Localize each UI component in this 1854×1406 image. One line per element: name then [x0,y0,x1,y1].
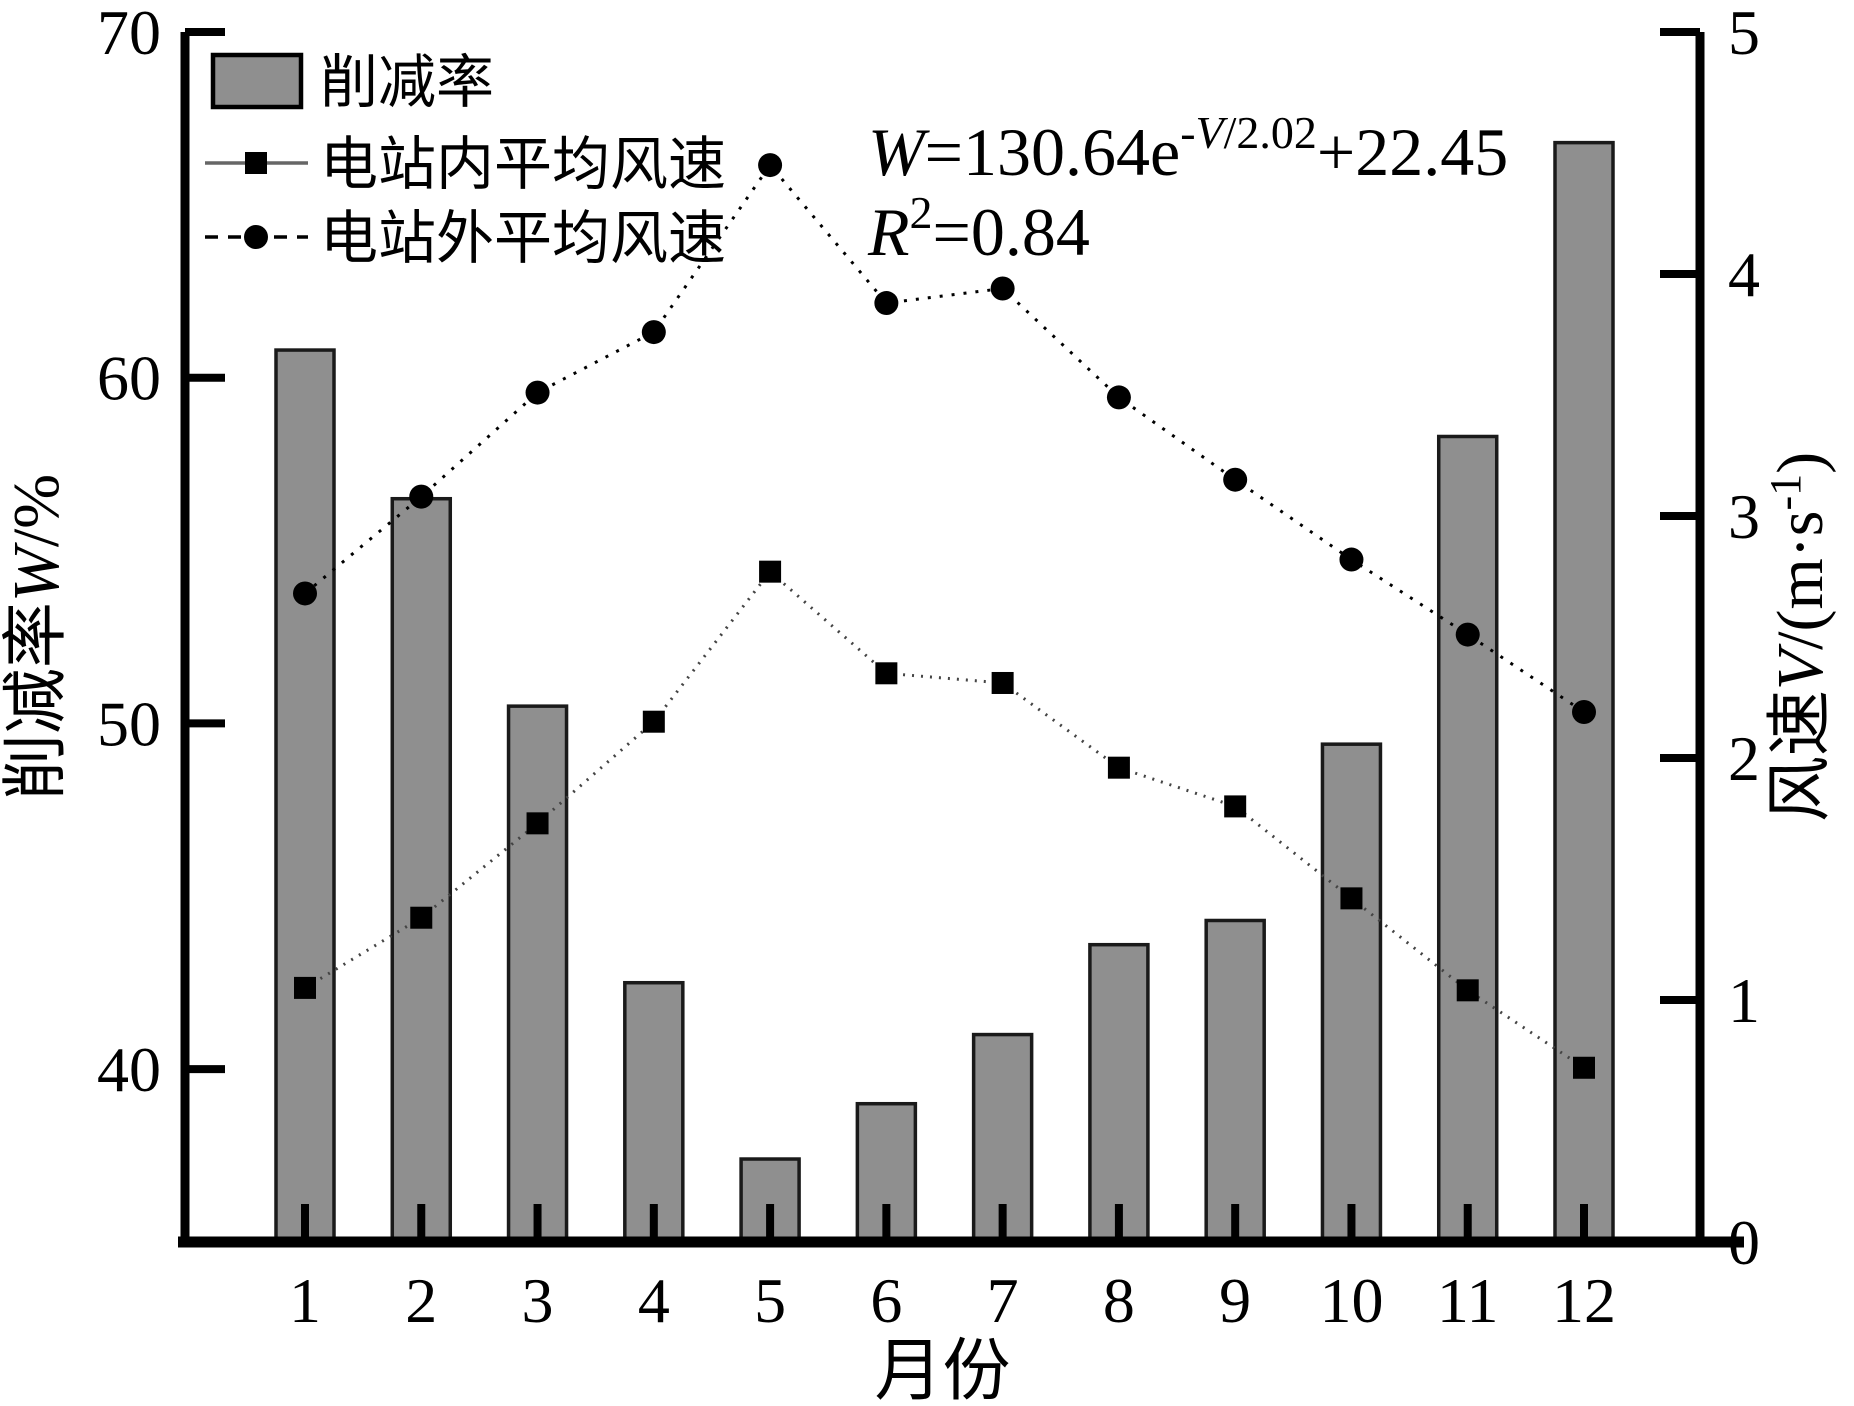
y-axis-left-title: 削减率W/% [0,474,73,800]
legend-square-marker-icon [245,152,267,174]
bar-month-11 [1436,434,1499,1244]
legend-label-outside: 电站外平均风速 [320,206,726,271]
inside-windspeed-marker-12 [1573,1056,1595,1079]
x-tick-label-1: 1 [289,1265,321,1336]
outside-windspeed-marker-6 [874,291,899,316]
legend-swatch-reduction [210,52,304,110]
bar-month-8 [1088,942,1150,1244]
y-axis-right-title: 风速V/(m·s-1) [1761,452,1837,822]
legend-circle-marker-icon [244,225,268,249]
outside-windspeed-marker-5 [758,153,783,178]
outside-windspeed-marker-3 [525,380,550,405]
x-tick-label-8: 8 [1103,1265,1135,1336]
y-right-tick-label-0: 0 [1728,1207,1760,1278]
x-tick-label-7: 7 [987,1265,1019,1336]
outside-windspeed-marker-1 [293,581,317,606]
outside-windspeed-marker-11 [1455,622,1480,647]
y-left-tick-label-70: 70 [97,0,161,68]
y-right-tick-label-2: 2 [1728,723,1760,794]
x-tick-label-2: 2 [405,1265,437,1336]
legend-label-reduction: 削减率 [320,50,494,115]
bar-month-3 [506,704,569,1244]
inside-windspeed-marker-10 [1340,887,1363,910]
x-tick-label-12: 12 [1552,1265,1616,1336]
x-tick-label-4: 4 [638,1265,670,1336]
bar-month-1 [274,348,336,1244]
bar-month-2 [390,496,453,1244]
inside-windspeed-marker-8 [1107,756,1130,779]
r-squared-text: R2=0.84 [867,187,1090,270]
bar-month-9 [1204,918,1266,1244]
x-tick-label-5: 5 [754,1265,786,1336]
inside-windspeed-marker-4 [642,710,665,733]
inside-windspeed-marker-9 [1224,795,1247,818]
x-tick-label-3: 3 [522,1265,554,1336]
inside-windspeed-marker-6 [875,662,898,685]
inside-windspeed-marker-3 [526,812,549,835]
outside-windspeed-marker-2 [409,484,434,509]
outside-windspeed-marker-9 [1223,467,1248,492]
outside-windspeed-marker-10 [1339,547,1364,572]
y-right-tick-label-5: 5 [1728,0,1760,68]
inside-windspeed-marker-2 [410,906,433,929]
inside-windspeed-marker-5 [759,560,782,583]
bar-month-10 [1320,742,1383,1244]
x-tick-label-9: 9 [1219,1265,1251,1336]
x-axis-title: 月份 [874,1333,1010,1406]
outside-windspeed-marker-7 [990,276,1015,301]
inside-windspeed-marker-7 [991,671,1014,694]
y-right-tick-label-1: 1 [1728,965,1760,1036]
outside-windspeed-marker-8 [1106,385,1131,410]
y-right-tick-label-3: 3 [1728,481,1760,552]
x-tick-label-10: 10 [1319,1265,1383,1336]
bars-series-group [274,140,1615,1244]
y-left-tick-label-60: 60 [97,343,161,414]
x-tick-label-6: 6 [870,1265,902,1336]
inside-windspeed-marker-11 [1456,979,1479,1002]
outside-windspeed-marker-4 [641,320,666,345]
outside-windspeed-marker-12 [1572,700,1596,725]
legend-label-inside: 电站内平均风速 [320,132,726,197]
y-right-tick-label-4: 4 [1728,239,1760,310]
y-left-tick-label-50: 50 [97,688,161,759]
inside-windspeed-line [304,569,1585,1070]
inside-windspeed-marker-1 [294,976,316,999]
line-series-group [293,153,1596,1079]
outside-windspeed-line [304,162,1585,714]
y-left-tick-label-40: 40 [97,1034,161,1105]
x-tick-label-11: 11 [1437,1265,1499,1336]
bar-month-4 [623,980,685,1244]
fit-equation-text: W=130.64e-V/2.02+22.45 [868,107,1508,190]
axes-group [178,28,1744,1248]
